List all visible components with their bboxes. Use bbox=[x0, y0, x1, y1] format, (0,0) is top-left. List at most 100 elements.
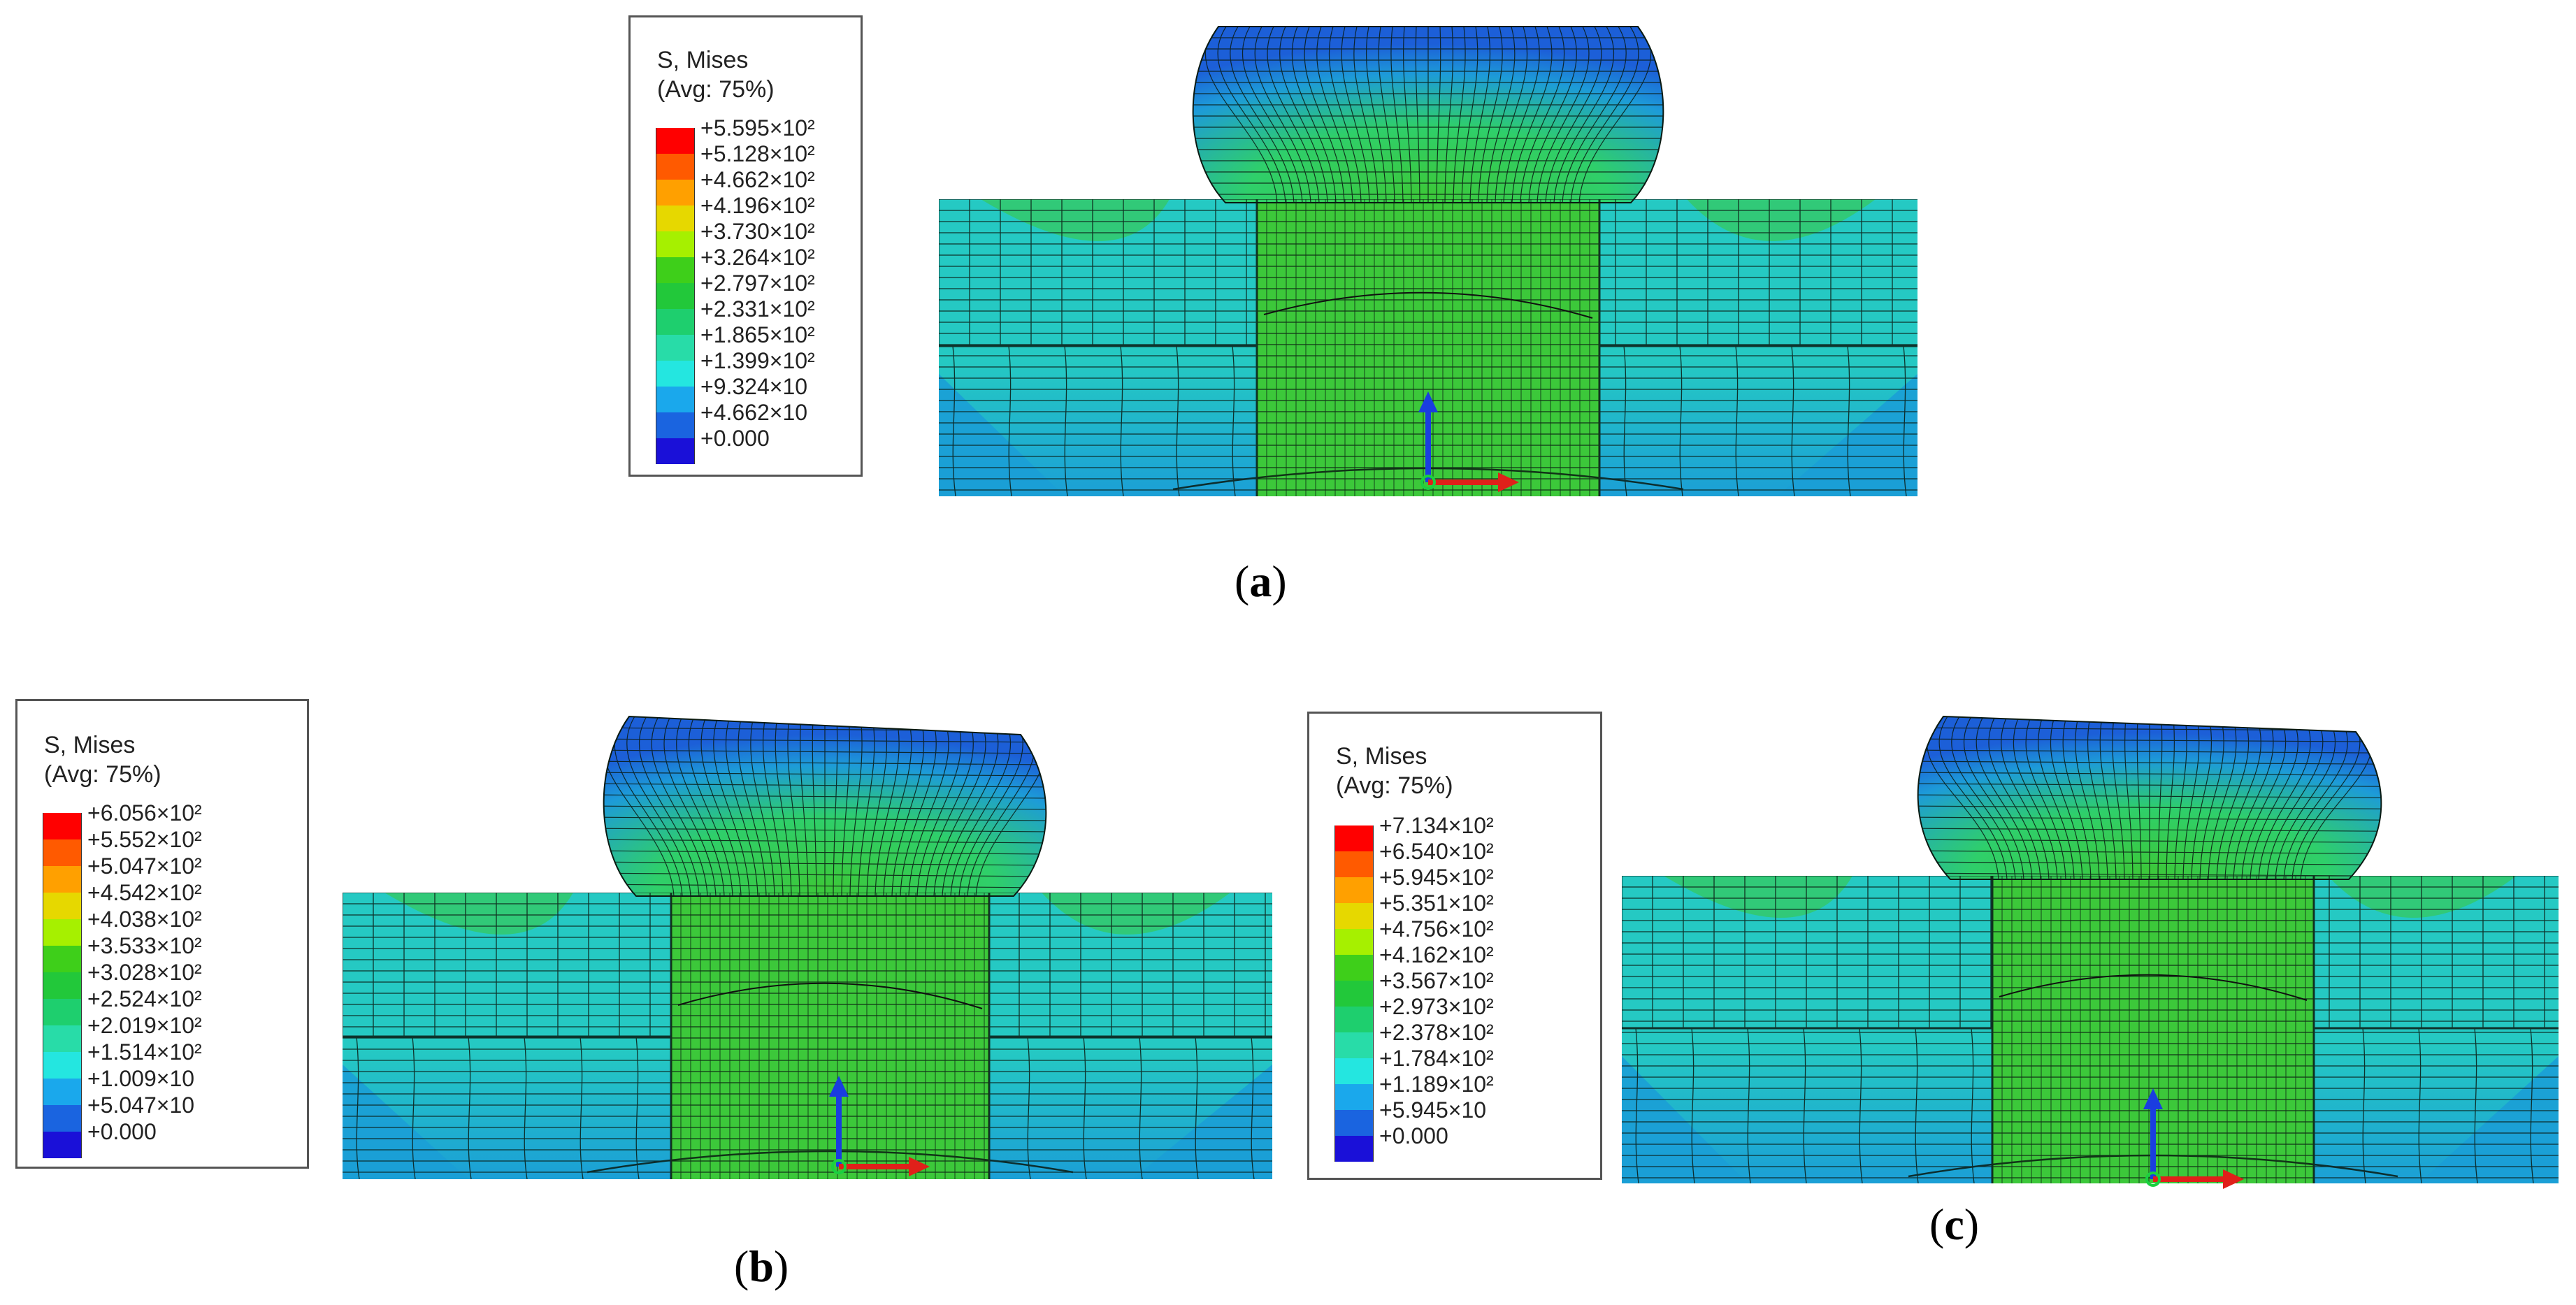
legend-tick-label: +3.730×10² bbox=[700, 219, 815, 244]
legend-tick-label: +4.196×10² bbox=[700, 193, 815, 218]
caption-a: (a) bbox=[1235, 556, 1287, 606]
legend-tick-label: +5.047×10 bbox=[87, 1093, 195, 1118]
legend-swatch bbox=[43, 839, 82, 866]
legend-tick-label: +4.662×10² bbox=[700, 167, 815, 192]
fem-model-b bbox=[343, 715, 1272, 1179]
legend-swatch bbox=[1334, 877, 1374, 903]
legend-tick-label: +7.134×10² bbox=[1379, 813, 1494, 838]
legend-tick-label: +5.351×10² bbox=[1379, 891, 1494, 916]
stress-band bbox=[1042, 893, 1230, 935]
legend-tick-label: +4.542×10² bbox=[87, 880, 202, 905]
legend-tick-label: +5.595×10² bbox=[700, 115, 815, 140]
legend-swatch bbox=[656, 283, 695, 309]
legend-b-title-line1: S, Mises bbox=[44, 732, 136, 758]
legend-tick-label: +2.019×10² bbox=[87, 1013, 202, 1038]
legend-b-title-line2: (Avg: 75%) bbox=[44, 761, 161, 788]
legend-swatch bbox=[656, 206, 695, 231]
legend-tick-label: +4.162×10² bbox=[1379, 942, 1494, 967]
legend-tick-label: +2.331×10² bbox=[700, 296, 815, 322]
legend-swatch bbox=[656, 412, 695, 438]
legend-swatch bbox=[656, 128, 695, 154]
legend-tick-label: +0.000 bbox=[87, 1119, 157, 1144]
legend-swatch bbox=[43, 893, 82, 919]
legend-tick-label: +4.038×10² bbox=[87, 907, 202, 932]
legend-tick-label: +5.047×10² bbox=[87, 853, 202, 879]
caption-c: (c) bbox=[1929, 1199, 1980, 1249]
legend-swatch bbox=[43, 919, 82, 946]
plate-mesh bbox=[343, 893, 1272, 1179]
lower-plate-left-region bbox=[343, 1065, 468, 1179]
legend-swatch bbox=[1334, 825, 1374, 851]
legend-tick-label: +4.662×10 bbox=[700, 400, 808, 425]
legend-tick-label: +1.009×10 bbox=[87, 1066, 195, 1091]
legend-tick-label: +6.540×10² bbox=[1379, 839, 1494, 864]
legend-swatch bbox=[656, 361, 695, 387]
legend-a-title-line2: (Avg: 75%) bbox=[657, 76, 775, 103]
fem-model-c bbox=[1622, 715, 2559, 1189]
rivet-head-mesh bbox=[1917, 716, 2382, 879]
legend-tick-label: +1.189×10² bbox=[1379, 1072, 1494, 1097]
legend-tick-label: +3.264×10² bbox=[700, 245, 815, 270]
legend-swatch bbox=[656, 309, 695, 335]
legend-swatch bbox=[1334, 903, 1374, 929]
legend-tick-label: +4.756×10² bbox=[1379, 916, 1494, 942]
rivet-shank bbox=[671, 893, 989, 1179]
legend-tick-label: +2.524×10² bbox=[87, 986, 202, 1011]
legend-swatch bbox=[1334, 1110, 1374, 1136]
stress-band bbox=[981, 199, 1170, 241]
legend-swatch bbox=[656, 154, 695, 180]
contact-line bbox=[677, 982, 983, 1009]
legend-swatch bbox=[43, 972, 82, 999]
legend-tick-label: +9.324×10 bbox=[700, 374, 808, 399]
contact-line bbox=[1999, 974, 2308, 1001]
legend-swatch bbox=[1334, 1007, 1374, 1032]
legend-swatch bbox=[43, 1132, 82, 1158]
legend-a: S, Mises (Avg: 75%) +5.595×10² +5.128×10²… bbox=[628, 15, 863, 477]
legend-swatch bbox=[656, 231, 695, 257]
legend-swatch bbox=[43, 1079, 82, 1105]
legend-c-title-line1: S, Mises bbox=[1336, 743, 1427, 770]
legend-tick-label: +0.000 bbox=[700, 426, 770, 451]
legend-tick-label: +5.945×10 bbox=[1379, 1097, 1487, 1123]
legend-tick-label: +1.399×10² bbox=[700, 348, 815, 373]
legend-swatch bbox=[656, 387, 695, 412]
stress-band bbox=[1687, 199, 1876, 241]
legend-swatch bbox=[43, 1105, 82, 1132]
legend-swatch bbox=[656, 180, 695, 206]
legend-swatch bbox=[1334, 1136, 1374, 1162]
legend-tick-label: +2.797×10² bbox=[700, 271, 815, 296]
caption-c-letter: c bbox=[1944, 1199, 1964, 1249]
caption-b: (b) bbox=[734, 1241, 789, 1291]
legend-tick-label: +5.128×10² bbox=[700, 141, 815, 166]
legend-swatch bbox=[1334, 1084, 1374, 1110]
contact-line bbox=[1263, 291, 1593, 319]
lower-plate-left-region bbox=[939, 374, 1065, 496]
legend-tick-label: +5.945×10² bbox=[1379, 865, 1494, 890]
legend-a-title-line1: S, Mises bbox=[657, 47, 749, 73]
lower-plate-right-region bbox=[1778, 374, 1917, 496]
axis-origin bbox=[2145, 1171, 2161, 1187]
legend-swatch bbox=[1334, 981, 1374, 1007]
axis-x-arrowhead bbox=[1498, 473, 1519, 492]
legend-swatch bbox=[1334, 1032, 1374, 1058]
axis-y-arrowhead bbox=[2143, 1088, 2163, 1109]
legend-swatch bbox=[43, 999, 82, 1025]
legend-tick-label: +5.552×10² bbox=[87, 827, 202, 852]
axis-x-arrowhead bbox=[909, 1157, 930, 1176]
legend-swatch bbox=[43, 1025, 82, 1052]
legend-swatch bbox=[43, 946, 82, 972]
lower-plate-right-region bbox=[1132, 1065, 1272, 1179]
legend-tick-label: +3.533×10² bbox=[87, 933, 202, 958]
axis-x-arrowhead bbox=[2223, 1169, 2244, 1189]
legend-swatch bbox=[1334, 929, 1374, 955]
legend-tick-label: +1.865×10² bbox=[700, 322, 815, 347]
legend-c: S, Mises (Avg: 75%) +7.134×10² +6.540×10²… bbox=[1307, 712, 1602, 1180]
rivet-head-mesh bbox=[1193, 27, 1664, 203]
axis-y-arrowhead bbox=[1418, 391, 1438, 412]
legend-swatch bbox=[43, 866, 82, 893]
legend-swatch bbox=[1334, 851, 1374, 877]
legend-tick-label: +2.378×10² bbox=[1379, 1020, 1494, 1045]
legend-swatch bbox=[43, 813, 82, 839]
axis-y-arrowhead bbox=[829, 1076, 849, 1097]
stress-band bbox=[384, 893, 573, 935]
